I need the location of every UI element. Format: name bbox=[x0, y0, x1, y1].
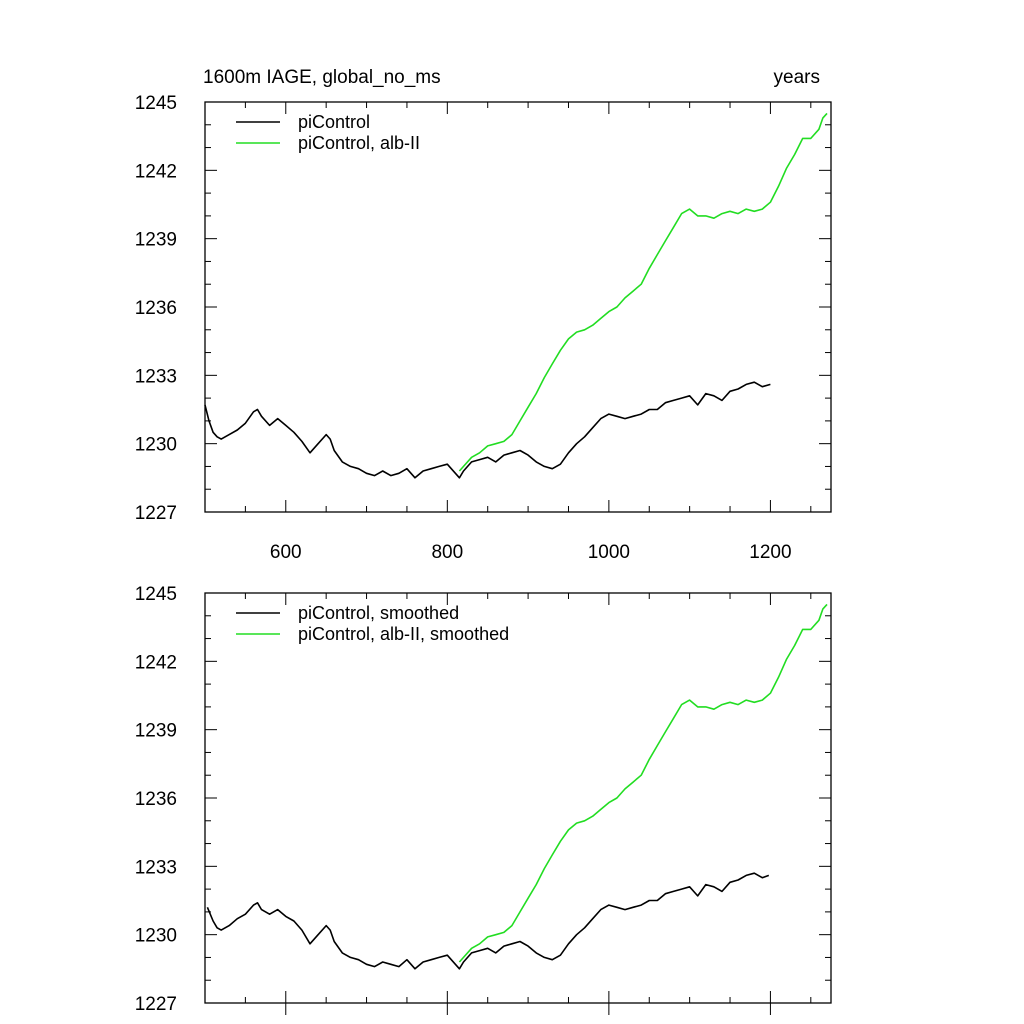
y-tick-label: 1245 bbox=[135, 584, 177, 605]
top-panel-right-title: years bbox=[774, 67, 820, 88]
top-panel-legend: piControl piControl, alb-II bbox=[236, 112, 420, 153]
bottom-panel-ticks: 1227 1230 1233 1236 1239 1242 1245 bbox=[135, 584, 831, 1015]
series-line-picontrol-smoothed bbox=[206, 872, 770, 970]
y-tick-label: 1239 bbox=[135, 230, 177, 251]
bottom-panel-legend: piControl, smoothed piControl, alb-II, s… bbox=[236, 603, 509, 644]
y-tick-label: 1239 bbox=[135, 721, 177, 742]
top-panel: 1600m IAGE, global_no_ms years 122712301… bbox=[135, 67, 832, 563]
y-tick-label: 1242 bbox=[135, 652, 177, 673]
x-tick-label: 800 bbox=[431, 542, 463, 563]
series-line-picontrol bbox=[204, 381, 771, 479]
top-panel-title: 1600m IAGE, global_no_ms bbox=[203, 67, 441, 88]
top-panel-series bbox=[204, 112, 828, 479]
bottom-panel-series bbox=[206, 603, 828, 970]
legend-label-picontrol-alb-ii: piControl, alb-II bbox=[298, 133, 420, 153]
series-line-picontrol-alb-ii-smoothed bbox=[458, 603, 828, 963]
y-tick-label: 1242 bbox=[135, 161, 177, 182]
legend-label-picontrol-alb-ii-smoothed: piControl, alb-II, smoothed bbox=[298, 624, 509, 644]
x-tick-label: 1200 bbox=[749, 542, 791, 563]
y-tick-label: 1227 bbox=[135, 994, 177, 1015]
y-tick-label: 1233 bbox=[135, 366, 177, 387]
y-tick-label: 1230 bbox=[135, 435, 177, 456]
series-line-picontrol-alb-ii bbox=[458, 112, 828, 472]
x-tick-label: 1000 bbox=[588, 542, 630, 563]
legend-label-picontrol-smoothed: piControl, smoothed bbox=[298, 603, 459, 623]
y-tick-label: 1236 bbox=[135, 789, 177, 810]
y-tick-label: 1233 bbox=[135, 857, 177, 878]
y-tick-label: 1230 bbox=[135, 926, 177, 947]
legend-label-picontrol: piControl bbox=[298, 112, 370, 132]
y-tick-label: 1245 bbox=[135, 93, 177, 114]
top-panel-ticks: 1227 1230 1233 1236 1239 1242 1245 600 800 1000 12… bbox=[135, 93, 831, 563]
y-tick-label: 1227 bbox=[135, 503, 177, 524]
bottom-panel: 1227 1230 1233 1236 1239 1242 1245 piControl, … bbox=[135, 584, 832, 1015]
y-tick-label: 1236 bbox=[135, 298, 177, 319]
x-tick-label: 600 bbox=[270, 542, 302, 563]
